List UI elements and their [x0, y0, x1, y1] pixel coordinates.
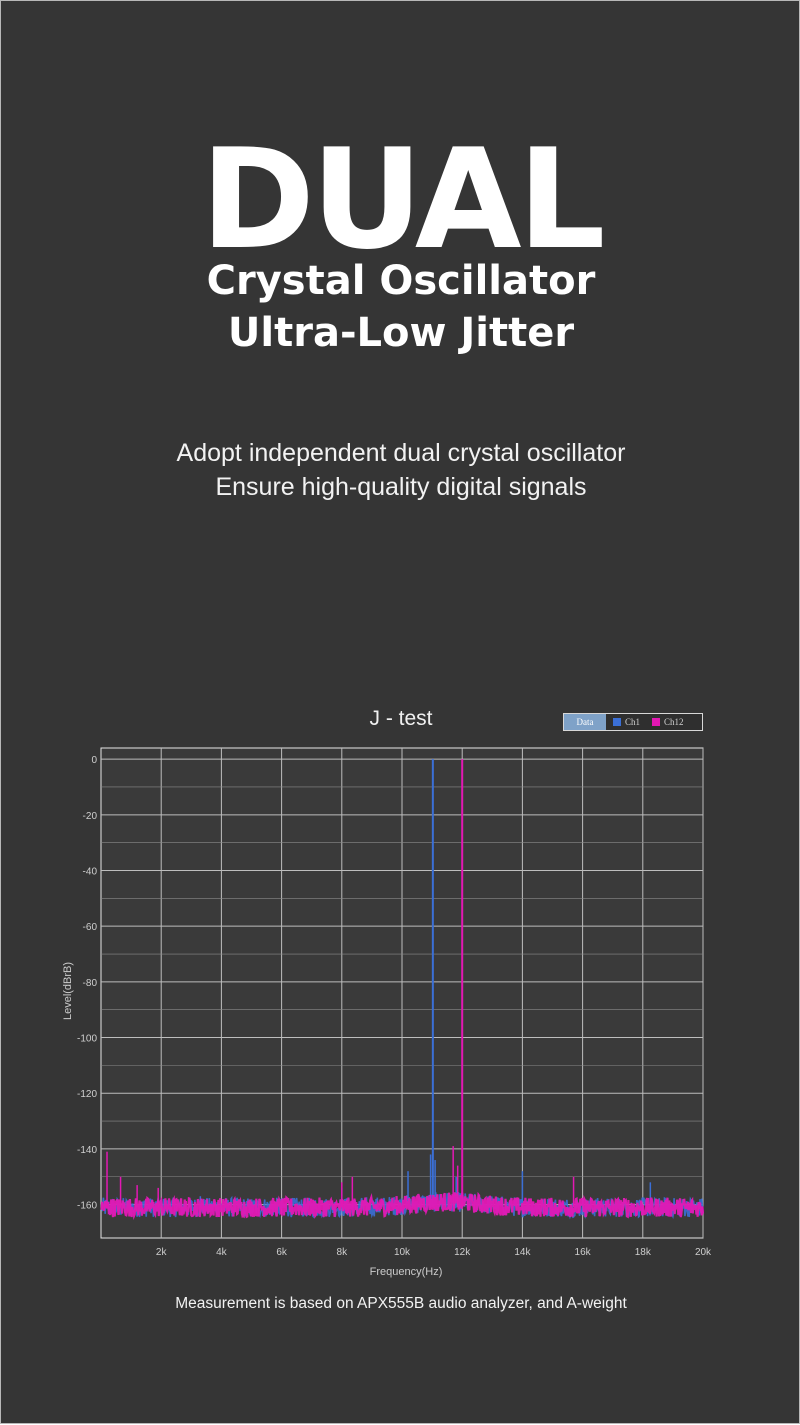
- noise-floor-ch12: [100, 1191, 705, 1221]
- y-tick-label: -80: [83, 978, 98, 989]
- x-tick-label: 18k: [635, 1247, 652, 1258]
- x-tick-label: 6k: [276, 1247, 288, 1258]
- x-tick-label: 8k: [337, 1247, 349, 1258]
- grid: [101, 748, 704, 1238]
- x-tick-label: 12k: [454, 1247, 471, 1258]
- legend-entry-ch1: Ch1: [625, 717, 641, 727]
- x-tick-label: 4k: [216, 1247, 228, 1258]
- x-axis-label: Frequency(Hz): [370, 1266, 443, 1278]
- x-tick-label: 20k: [695, 1247, 712, 1258]
- y-tick-label: -140: [77, 1145, 97, 1156]
- y-tick-label: 0: [91, 755, 97, 766]
- y-tick-label: -20: [83, 811, 98, 822]
- chart-title: J - test: [369, 707, 433, 730]
- x-tick-label: 2k: [156, 1247, 168, 1258]
- description-line-1: Adopt independent dual crystal oscillato…: [176, 439, 626, 467]
- series-group: [100, 759, 705, 1221]
- series-ch12: [100, 759, 705, 1221]
- subheadline-line-1: Crystal Oscillator: [206, 258, 596, 304]
- x-tick-label: 10k: [394, 1247, 411, 1258]
- y-tick-label: -100: [77, 1034, 97, 1045]
- footnote: Measurement is based on APX555B audio an…: [175, 1295, 627, 1312]
- legend-entry-ch12: Ch12: [664, 717, 684, 727]
- y-tick-label: -40: [83, 867, 98, 878]
- headline: DUAL: [200, 119, 605, 280]
- y-tick-label: -60: [83, 922, 98, 933]
- tick-labels: 2k 4k 6k 8k 10k 12k 14k 16k 18k 20k 0 -20 -40 -60 -80 -…: [77, 755, 712, 1258]
- chart-legend: Data Ch1 Ch12: [563, 713, 703, 731]
- subheadline-line-2: Ultra-Low Jitter: [227, 310, 575, 356]
- description-line-2: Ensure high-quality digital signals: [215, 473, 587, 501]
- y-tick-label: -160: [77, 1201, 97, 1212]
- legend-entry-data: Data: [564, 714, 606, 730]
- y-axis-label: Level(dBrB): [62, 962, 74, 1020]
- x-tick-label: 14k: [514, 1247, 531, 1258]
- y-tick-label: -120: [77, 1089, 97, 1100]
- legend-swatch-ch12: [652, 718, 660, 726]
- x-tick-label: 16k: [575, 1247, 592, 1258]
- legend-swatch-ch1: [613, 718, 621, 726]
